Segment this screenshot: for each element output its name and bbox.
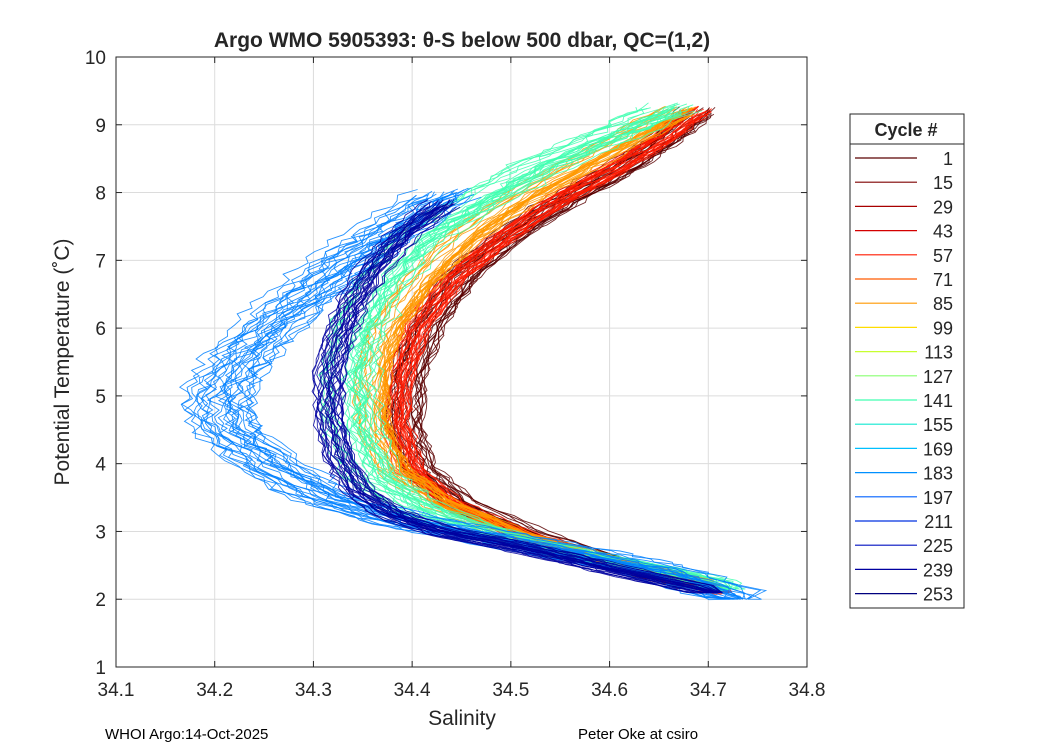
legend-box [849, 113, 965, 609]
profile-line [238, 187, 762, 600]
profile-line [329, 206, 720, 594]
legend-entry: 253 [923, 585, 953, 605]
legend-entry: 1 [943, 149, 953, 169]
profile-line [355, 102, 734, 590]
series-layer [178, 102, 768, 601]
x-tick-label: 34.4 [394, 680, 431, 701]
legend-entry: 183 [923, 464, 953, 484]
profile-line [219, 188, 741, 600]
series-6 [311, 198, 723, 594]
profile-line [224, 191, 742, 600]
series-5 [178, 187, 768, 601]
y-tick-label: 8 [95, 184, 106, 205]
x-tick-label: 34.8 [789, 680, 826, 701]
y-tick-label: 7 [95, 251, 106, 272]
footer-author: Peter Oke at csiro [578, 726, 699, 743]
legend-entry: 155 [923, 415, 953, 435]
profile-line [322, 207, 718, 594]
legend-entry: 15 [933, 173, 953, 193]
profile-line [327, 204, 719, 593]
profile-line [311, 204, 714, 593]
y-axis-label: Potential Temperature (˚C) [51, 238, 74, 485]
chart-title: Argo WMO 5905393: θ-S below 500 dbar, QC… [214, 29, 710, 52]
profile-line [332, 203, 721, 593]
profile-line [312, 206, 715, 594]
legend-entry: 211 [924, 512, 953, 532]
x-tick-label: 34.3 [295, 680, 332, 701]
footer-source: WHOI Argo:14-Oct-2025 [105, 726, 269, 743]
legend-entry: 113 [924, 343, 953, 363]
legend-entry: 29 [933, 197, 953, 217]
x-tick-label: 34.5 [492, 680, 529, 701]
y-tick-label: 10 [85, 48, 106, 69]
x-tick-label: 34.2 [196, 680, 233, 701]
y-tick-label: 6 [95, 319, 106, 340]
legend-entry: 197 [923, 488, 953, 508]
y-tick-label: 1 [95, 658, 106, 679]
legend-title: Cycle # [874, 120, 937, 140]
y-tick-label: 4 [95, 455, 106, 476]
profile-line [244, 193, 753, 600]
legend-entry: 225 [923, 536, 953, 556]
legend-entry: 141 [923, 391, 953, 411]
y-tick-label: 2 [95, 590, 106, 611]
legend: Cycle # 1 15 29 43 57 71 85 99 113 127 141 155 169 18… [849, 113, 965, 609]
y-tick-label: 3 [95, 522, 106, 543]
x-tick-label: 34.7 [690, 680, 727, 701]
ticks: 34.1 34.2 34.3 34.4 34.5 34.6 34.7 34.8 1 2 3 4 5 6 7 8… [85, 48, 826, 701]
y-tick-label: 9 [95, 116, 106, 137]
legend-entry: 169 [923, 439, 953, 459]
profile-line [366, 105, 739, 590]
legend-entry: 99 [933, 318, 953, 338]
x-tick-label: 34.1 [98, 680, 135, 701]
axes-box [115, 56, 808, 668]
legend-entry: 71 [933, 270, 953, 290]
legend-entry: 239 [923, 560, 953, 580]
legend-entry: 57 [933, 246, 953, 266]
legend-entry: 85 [933, 294, 953, 314]
legend-entry: 127 [923, 367, 953, 387]
legend-entry: 43 [933, 222, 953, 242]
profile-line [378, 108, 713, 586]
profile-line [337, 202, 722, 593]
profile-line [193, 197, 734, 601]
x-tick-label: 34.6 [591, 680, 628, 701]
y-tick-label: 5 [95, 387, 106, 408]
profile-line [328, 203, 720, 593]
x-axis-label: Salinity [428, 707, 496, 730]
profile-line [236, 189, 746, 600]
